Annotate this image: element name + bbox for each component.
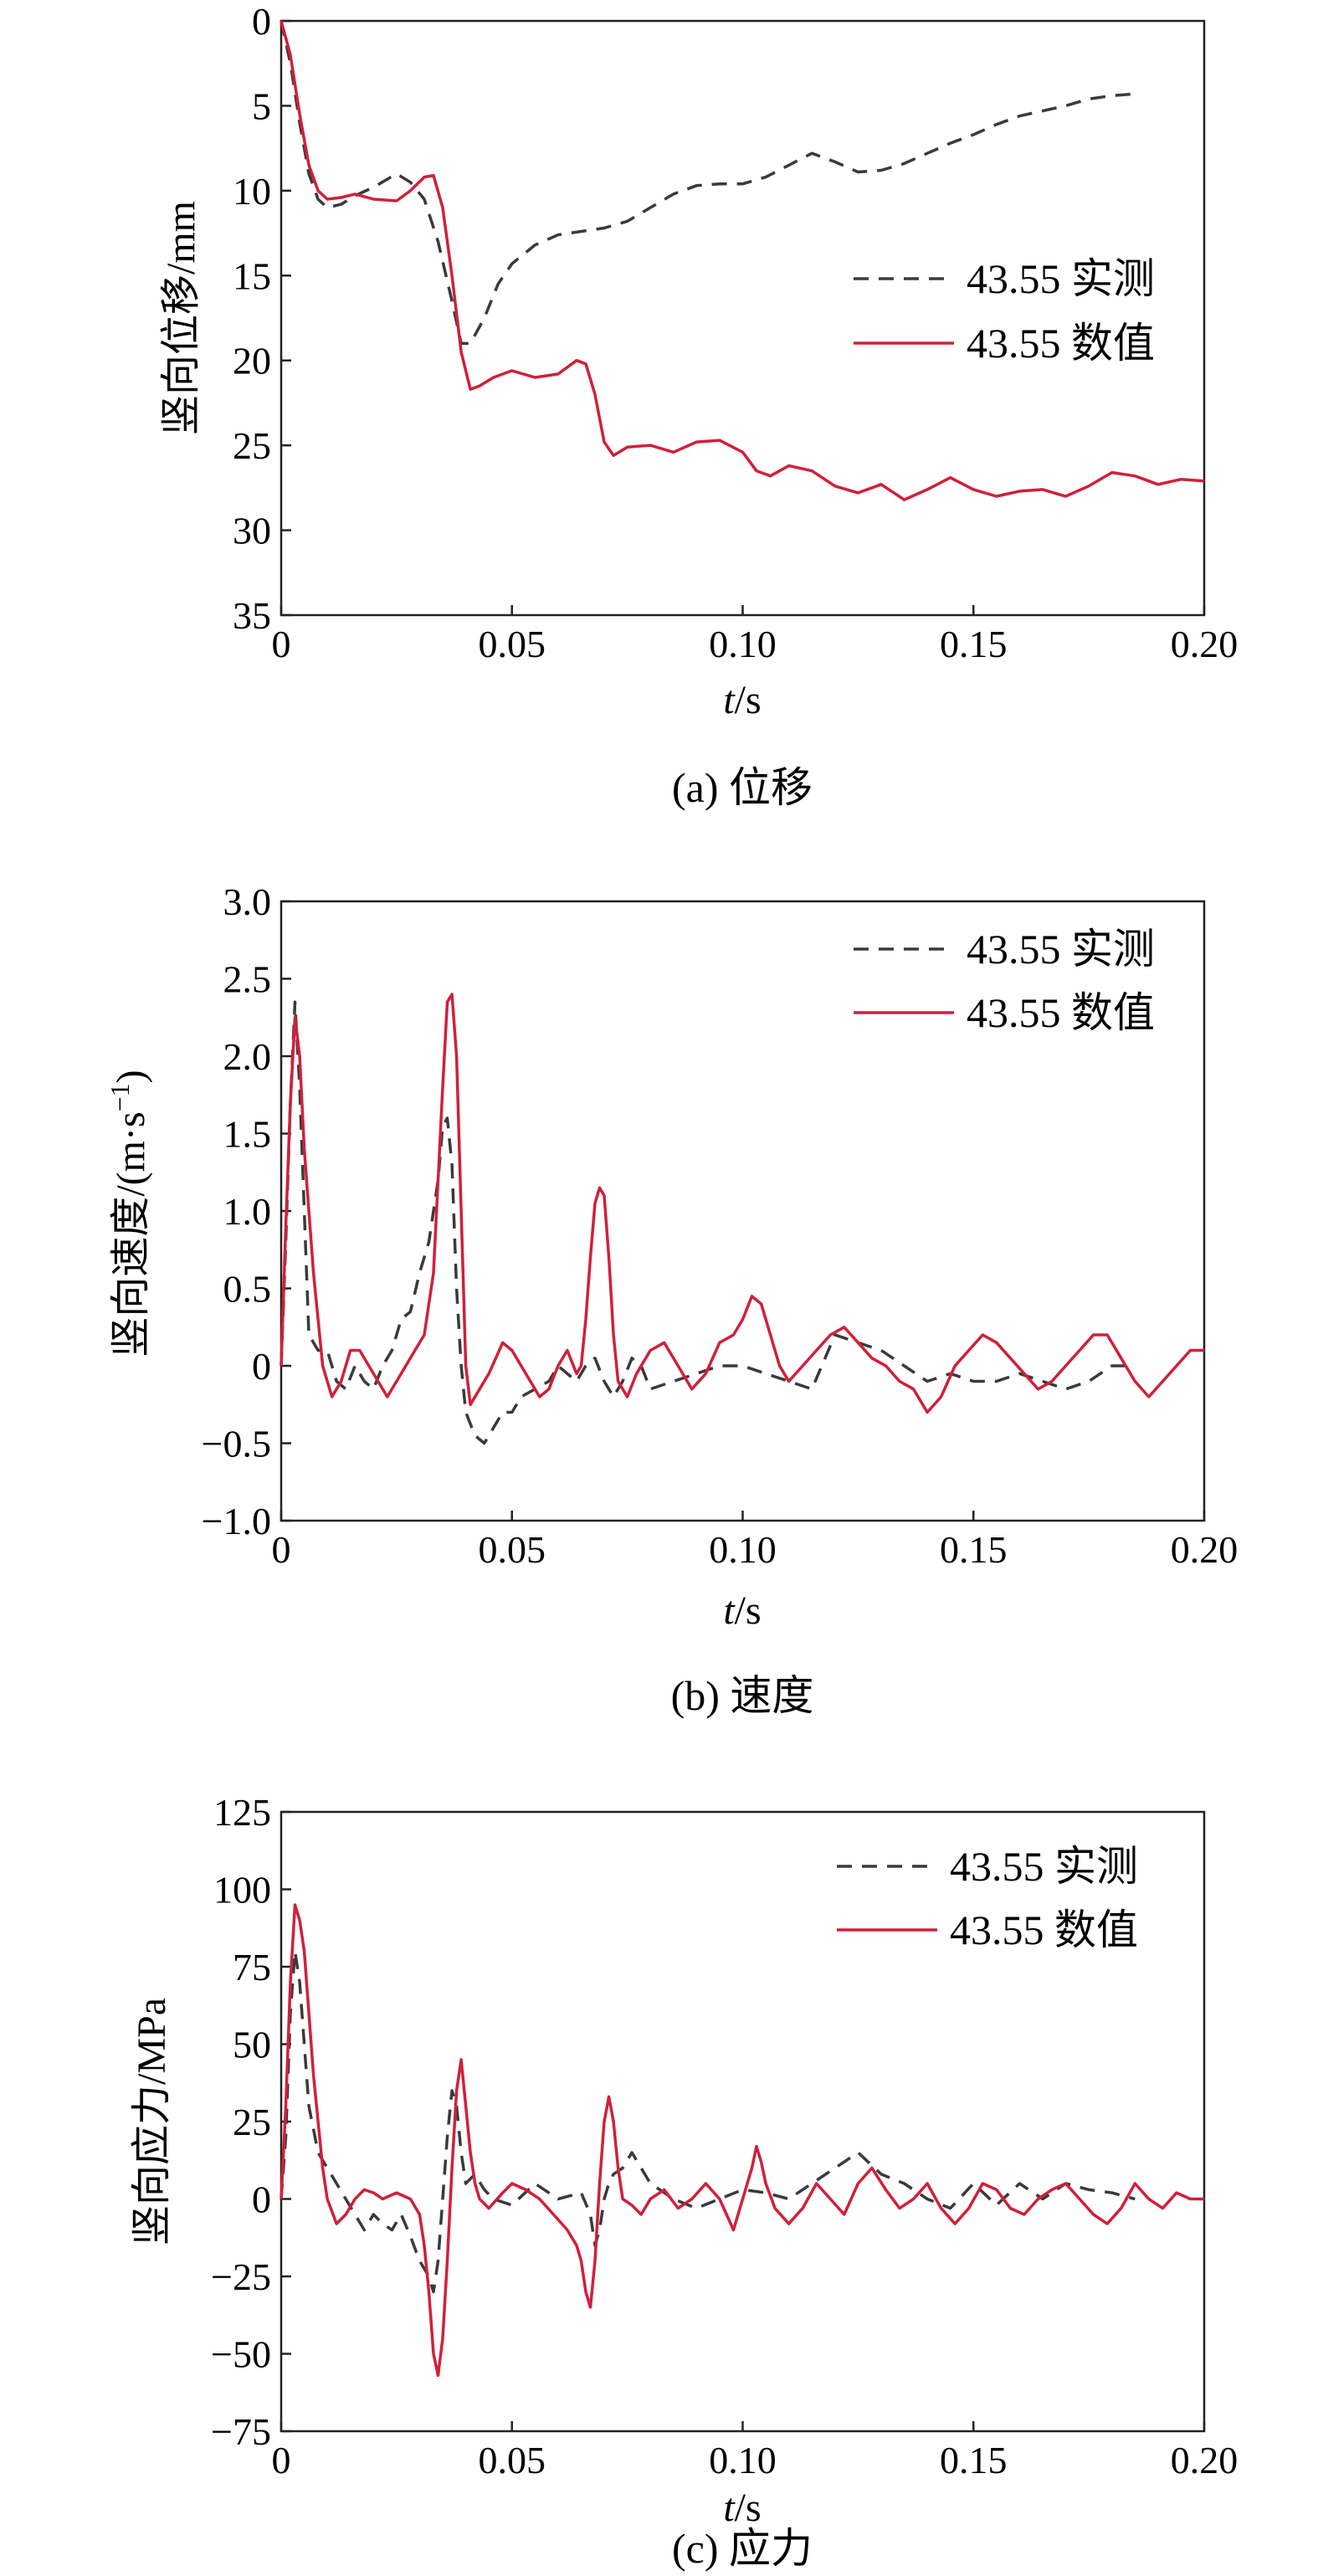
y-tick-label: −75: [211, 2410, 271, 2453]
y-tick-label: 2.0: [223, 1035, 272, 1078]
y-axis-label: 竖向位移/mm: [159, 201, 203, 435]
plot-frame: [279, 1810, 1206, 2433]
y-tick-label: 5: [252, 85, 271, 127]
x-axis-label-unit: /s: [735, 1588, 762, 1633]
y-tick-label: 15: [233, 254, 271, 297]
x-tick-label: 0: [272, 1528, 291, 1571]
legend-label-numerical: 43.55 数值: [967, 989, 1155, 1036]
legend-label-measured: 43.55 实测: [950, 1843, 1138, 1890]
x-axis-label-unit: /s: [735, 678, 762, 722]
y-tick-label: −50: [211, 2333, 271, 2376]
y-tick-label: 25: [233, 2101, 271, 2143]
y-axis-label-end: ): [109, 1070, 153, 1083]
x-tick-label: 0: [272, 623, 291, 665]
series-line-numerical: [279, 20, 1205, 501]
y-tick-label: 0.5: [223, 1268, 272, 1311]
legend: 43.55 实测 43.55 数值: [854, 926, 1155, 1036]
x-tick-label: 0.10: [709, 1528, 777, 1571]
y-tick-label: 0: [252, 0, 271, 43]
legend-label-measured: 43.55 实测: [967, 255, 1155, 302]
axis-ticks: 0 0.05 0.10 0.15 0.20 −1.0 −0.5 0 0.5 1.0 1.5 2.0 2.…: [202, 880, 1239, 1571]
x-tick-label: 0.15: [940, 623, 1008, 665]
y-tick-label: 3.0: [223, 880, 272, 923]
x-tick-label: 0.20: [1171, 1528, 1239, 1571]
x-axis-label-var: t: [723, 1588, 736, 1633]
y-axis-label-exponent: −1: [105, 1083, 135, 1111]
x-tick-label: 0: [272, 2439, 291, 2481]
y-tick-label: 1.5: [223, 1113, 272, 1156]
series-group: [279, 20, 1205, 501]
displacement-panel: 0 0.05 0.10 0.15 0.20 0 5 10 15 20 25 30 35 t/s 竖向位移…: [159, 0, 1238, 811]
x-tick-label: 0.10: [709, 623, 777, 665]
x-tick-label: 0.05: [479, 623, 546, 665]
y-tick-label: 0: [252, 1345, 271, 1388]
y-axis-label: 竖向应力/MPa: [130, 1998, 174, 2245]
legend-label-measured: 43.55 实测: [967, 926, 1155, 972]
y-tick-label: 10: [233, 170, 271, 213]
x-tick-label: 0.05: [479, 1528, 546, 1571]
legend-label-numerical: 43.55 数值: [967, 320, 1155, 367]
x-tick-label: 0.15: [940, 1528, 1008, 1571]
legend: 43.55 实测 43.55 数值: [837, 1843, 1138, 1953]
series-group: [279, 1903, 1204, 2378]
legend-label-numerical: 43.55 数值: [950, 1906, 1138, 1953]
x-axis-label: t/s: [723, 1588, 761, 1633]
y-tick-label: 50: [233, 2024, 271, 2066]
series-line-numerical: [279, 993, 1204, 1414]
y-tick-label: −0.5: [202, 1423, 271, 1465]
x-axis-label: t/s: [723, 2486, 761, 2530]
x-axis-label-var: t: [723, 2486, 736, 2530]
y-tick-label: 35: [233, 594, 271, 637]
x-tick-label: 0.10: [709, 2439, 777, 2481]
y-tick-label: −25: [211, 2255, 271, 2298]
x-tick-label: 0.20: [1171, 623, 1239, 665]
y-tick-label: 30: [233, 510, 271, 552]
series-line-measured: [279, 1000, 1136, 1445]
y-tick-label: 2.5: [223, 958, 272, 1001]
axis-ticks: 0 0.05 0.10 0.15 0.20 −75 −50 −25 0 25 50 75 100 125: [211, 1791, 1238, 2481]
panel-caption: (a) 位移: [672, 764, 813, 811]
y-tick-label: −1.0: [202, 1500, 271, 1542]
x-tick-label: 0.05: [479, 2439, 546, 2481]
y-tick-label: 20: [233, 340, 271, 382]
stress-panel: 0 0.05 0.10 0.15 0.20−75−50−250255075100125 …: [130, 1791, 1238, 2572]
y-tick-label: 0: [252, 2178, 271, 2221]
x-tick-label: 0.15: [940, 2439, 1008, 2481]
y-tick-label: 25: [233, 424, 271, 467]
x-axis-label-var: t: [723, 678, 736, 722]
y-tick-label: 100: [213, 1869, 271, 1911]
y-axis-label: 竖向速度/(m·s−1): [105, 1070, 153, 1357]
y-tick-label: 1.0: [223, 1190, 272, 1233]
x-axis-label-unit: /s: [735, 2486, 762, 2530]
y-axis-label-main: 竖向速度/(m·s: [109, 1111, 153, 1357]
y-tick-label: 125: [213, 1791, 271, 1834]
panel-caption: (c) 应力: [672, 2525, 813, 2572]
series-line-measured: [279, 1949, 1136, 2294]
axis-ticks: 0 0.05 0.10 0.15 0.20 0 5 10 15 20 25 30 35: [233, 0, 1238, 665]
velocity-panel: 0 0.05 0.10 0.15 0.20 −1.0 −0.5 0 0.5 1.0 1.5 2.0 2.…: [105, 880, 1238, 1719]
series-group: [279, 993, 1204, 1445]
series-line-numerical: [279, 1903, 1204, 2378]
legend: 43.55 实测 43.55 数值: [854, 255, 1155, 367]
series-line-measured: [279, 20, 1136, 346]
y-tick-label: 75: [233, 1946, 271, 1988]
x-axis-label: t/s: [723, 678, 761, 722]
panel-caption: (b) 速度: [671, 1672, 814, 1719]
x-tick-label: 0.20: [1171, 2439, 1239, 2481]
plot-frame: [279, 19, 1206, 617]
